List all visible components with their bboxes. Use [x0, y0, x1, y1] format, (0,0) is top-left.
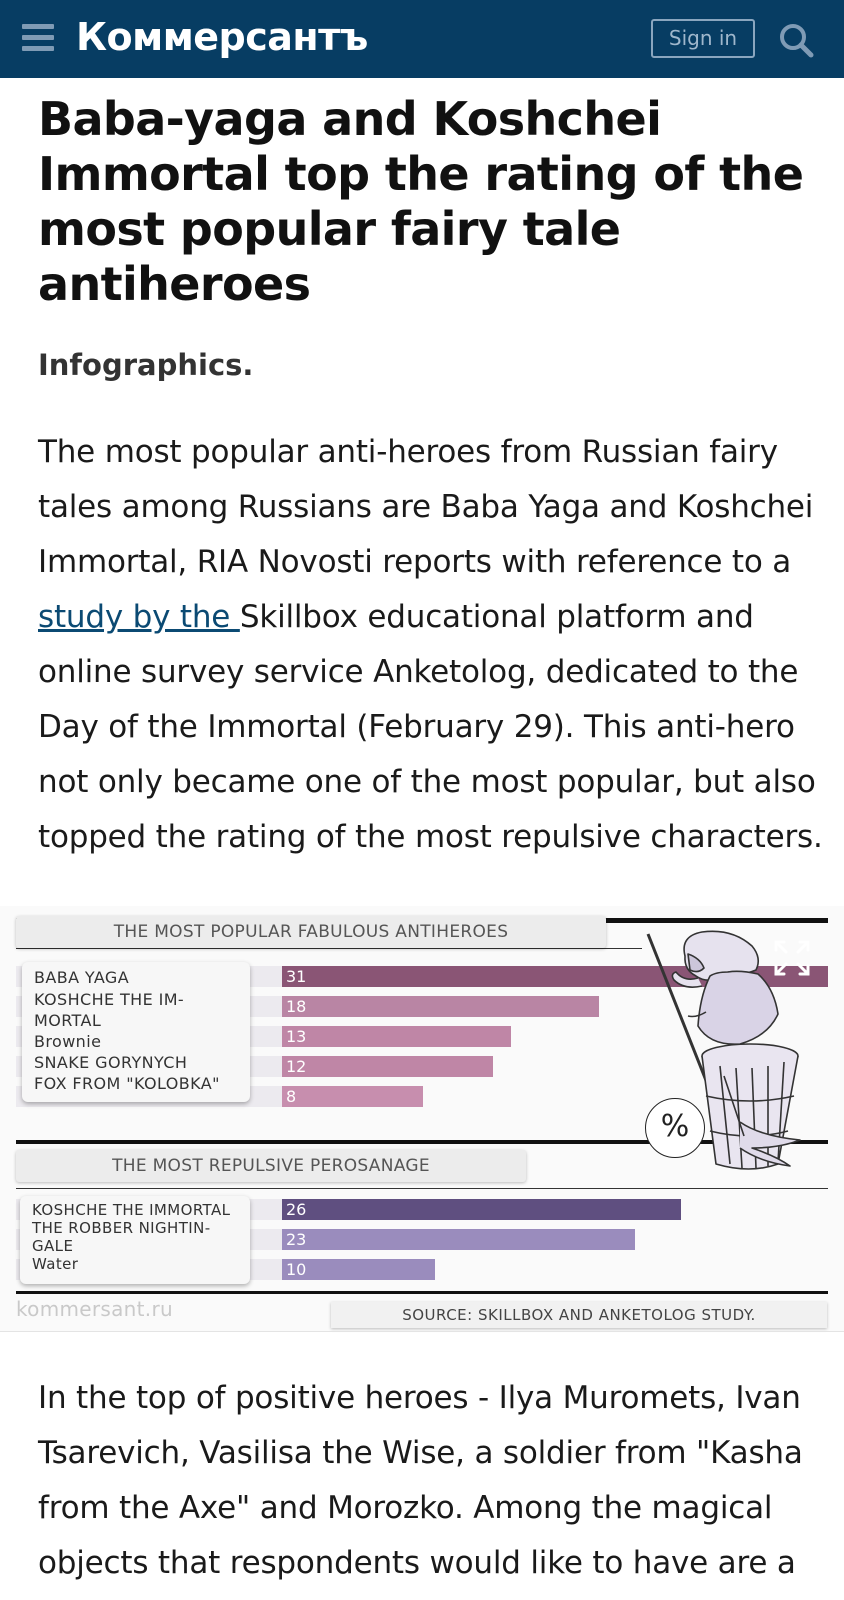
category-label: GALE — [32, 1237, 74, 1255]
bar-repulsive-0 — [282, 1199, 681, 1220]
article-body-paragraph: In the top of positive heroes - Ilya Mur… — [38, 1380, 803, 1581]
bar-popular-3 — [282, 1056, 493, 1077]
category-label: SNAKE GORYNYCH — [34, 1053, 188, 1072]
section-underline — [16, 948, 642, 949]
bar-value-label: 18 — [286, 997, 307, 1016]
article-rubric: Infographics. — [38, 348, 254, 382]
category-label: THE ROBBER NIGHTIN- — [32, 1219, 211, 1237]
bar-popular-1 — [282, 996, 599, 1017]
expand-icon[interactable] — [772, 938, 812, 978]
lead-text-after-link: Skillbox educational platform and online… — [38, 599, 823, 855]
category-label: Water — [32, 1255, 79, 1273]
percent-icon: % — [645, 1098, 705, 1158]
bar-value-label: 12 — [286, 1057, 307, 1076]
category-label: KOSHCHE THE IM- — [34, 990, 185, 1009]
bar-repulsive-2 — [282, 1259, 435, 1280]
infographic-bottom-rule — [16, 1291, 828, 1294]
infographic-bottom-edge — [0, 1331, 844, 1332]
sign-in-button[interactable]: Sign in — [651, 19, 755, 58]
legend-card-popular: BABA YAGA KOSHCHE THE IM- MORTAL Brownie SNA… — [22, 962, 250, 1102]
category-label: Brownie — [34, 1032, 102, 1051]
category-label: KOSHCHE THE IMMORTAL — [32, 1201, 231, 1219]
category-label: BABA YAGA — [34, 968, 130, 987]
article-headline: Baba-yaga and Koshchei Immortal top the … — [38, 92, 804, 311]
bar-value-label: 10 — [286, 1260, 307, 1279]
chart-title-popular: THE MOST POPULAR FABULOUS ANTIHEROES — [16, 916, 606, 948]
bar-value-label: 13 — [286, 1027, 307, 1046]
category-label: FOX FROM "KOLOBKA" — [34, 1074, 220, 1093]
baba-yaga-in-mortar-illustration — [646, 930, 801, 1170]
bar-value-label: 31 — [286, 967, 307, 986]
chart-title-repulsive: THE MOST REPULSIVE PEROSANAGE — [16, 1150, 526, 1182]
infographic[interactable]: THE MOST POPULAR FABULOUS ANTIHEROES 31 1… — [0, 906, 844, 1332]
infographic-middle-rule — [16, 1140, 828, 1144]
infographic-watermark: kommersant.ru — [16, 1297, 173, 1321]
legend-card-repulsive: KOSHCHE THE IMMORTAL THE ROBBER NIGHTIN- G… — [20, 1196, 250, 1284]
bar-popular-4 — [282, 1086, 423, 1107]
section-underline — [16, 1188, 828, 1189]
study-link[interactable]: study by the — [38, 599, 240, 635]
lead-text-before-link: The most popular anti-heroes from Russia… — [38, 434, 814, 580]
site-logo[interactable]: Коммерсантъ — [76, 15, 368, 59]
top-navigation-bar: Коммерсантъ Sign in — [0, 0, 844, 78]
bar-value-label: 23 — [286, 1230, 307, 1249]
bar-value-label: 26 — [286, 1200, 307, 1219]
article-lead: The most popular anti-heroes from Russia… — [38, 425, 828, 865]
search-icon[interactable] — [778, 22, 814, 58]
bar-repulsive-1 — [282, 1229, 635, 1250]
infographic-source: SOURCE: SKILLBOX AND ANKETOLOG STUDY. — [331, 1302, 827, 1328]
category-label: MORTAL — [34, 1011, 102, 1030]
hamburger-menu-icon[interactable] — [22, 24, 54, 52]
bar-value-label: 8 — [286, 1087, 297, 1106]
bar-popular-2 — [282, 1026, 511, 1047]
